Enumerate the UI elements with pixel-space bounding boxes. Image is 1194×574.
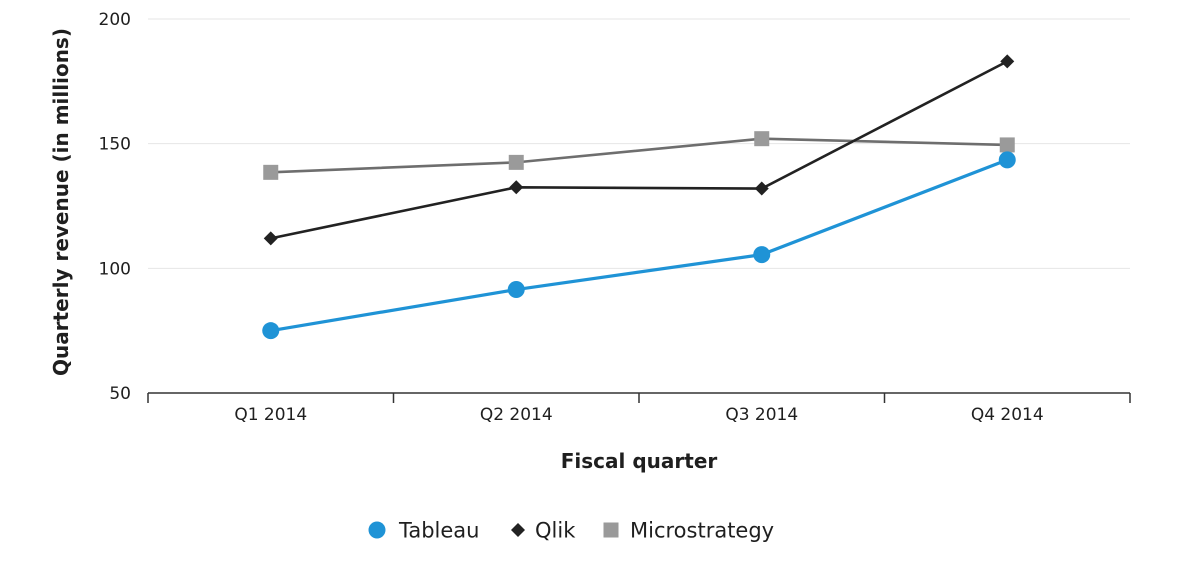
- x-axis-ticks: Q1 2014 Q2 2014 Q3 2014 Q4 2014: [147, 393, 1131, 425]
- x-axis-title: Fiscal quarter: [561, 449, 718, 473]
- data-point-tableau: [507, 281, 525, 299]
- legend-label-tableau: Tableau: [398, 519, 479, 543]
- y-tick-label: 150: [99, 135, 131, 155]
- legend-marker-microstrategy: [603, 522, 619, 538]
- data-point-qlik: [1000, 54, 1015, 69]
- data-point-microstrategy: [508, 154, 524, 170]
- series-markers: [262, 54, 1016, 340]
- data-point-microstrategy: [999, 137, 1015, 153]
- series-line-qlik: [270, 60, 1008, 240]
- series-line-microstrategy: [270, 137, 1008, 174]
- legend: Tableau Qlik Microstrategy: [368, 519, 774, 543]
- series-line-tableau: [270, 158, 1008, 333]
- data-point-microstrategy: [263, 164, 279, 180]
- x-tick-label: Q4 2014: [971, 405, 1044, 425]
- legend-marker-qlik: [511, 523, 525, 537]
- x-tick-label: Q2 2014: [480, 405, 553, 425]
- y-tick-label: 100: [99, 259, 131, 279]
- y-axis-title: Quarterly revenue (in millions): [49, 28, 73, 376]
- data-point-tableau: [262, 322, 280, 340]
- legend-label-qlik: Qlik: [535, 519, 576, 543]
- legend-marker-tableau: [368, 521, 386, 539]
- y-axis-ticks: 50 100 150 200: [99, 10, 131, 404]
- x-tick-label: Q1 2014: [234, 405, 307, 425]
- data-point-tableau: [753, 246, 771, 264]
- data-point-qlik: [263, 231, 278, 246]
- x-tick-label: Q3 2014: [725, 405, 798, 425]
- data-point-qlik: [509, 180, 524, 195]
- y-tick-label: 50: [109, 384, 131, 404]
- y-tick-label: 200: [99, 10, 131, 30]
- data-point-tableau: [998, 151, 1016, 169]
- series-lines: [270, 60, 1008, 333]
- data-point-qlik: [754, 181, 769, 196]
- data-point-microstrategy: [754, 131, 770, 147]
- legend-label-microstrategy: Microstrategy: [630, 519, 774, 543]
